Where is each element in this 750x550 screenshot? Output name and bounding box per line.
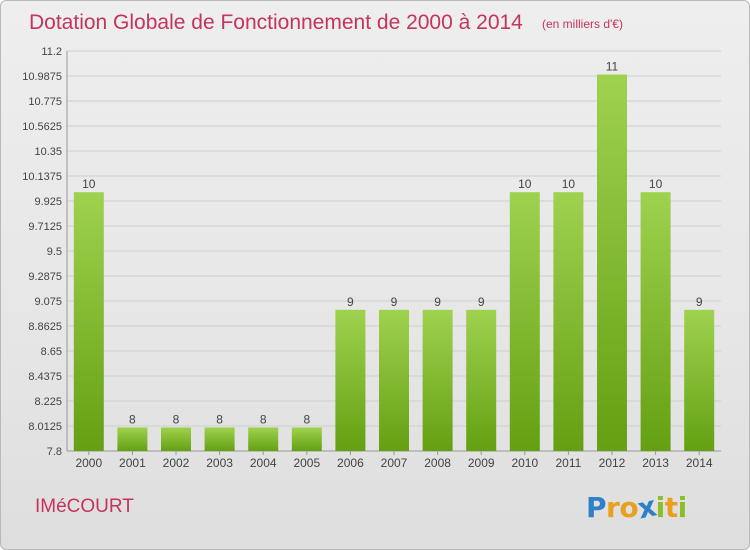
logo-letter: o [619,491,639,524]
bar [466,309,497,451]
unit-note: (en milliers d'€) [542,17,623,31]
x-tick-label: 2009 [468,456,495,470]
y-tick-label: 10.5625 [22,121,62,133]
bar-value-label: 10 [562,177,576,191]
bar-value-label: 9 [434,295,441,309]
bar [597,74,627,451]
x-tick-label: 2001 [119,456,146,470]
logo-letter: r [606,491,620,524]
x-tick-label: 2012 [599,456,626,470]
x-tick-label: 2006 [337,456,364,470]
y-tick-label: 9.075 [34,296,62,308]
y-tick-label: 8.8625 [28,321,62,333]
y-tick-label: 8.4375 [28,371,62,383]
x-tick-label: 2013 [642,456,669,470]
x-tick-label: 2014 [686,456,713,470]
bar-value-label: 8 [173,412,180,426]
y-tick-label: 10.775 [28,96,62,108]
y-tick-label: 7.8 [47,446,62,458]
x-tick-label: 2007 [381,456,408,470]
x-tick-label: 2000 [75,456,102,470]
chart-title: Dotation Globale de Fonctionnement de 20… [29,11,523,34]
bar [640,192,671,452]
y-tick-label: 8.225 [34,396,62,408]
bar [379,309,409,451]
bar-value-label: 9 [391,295,398,309]
logo-letter: i [677,491,688,524]
bar [117,427,148,451]
bar-value-label: 10 [518,177,532,191]
bar [509,192,540,452]
bar-value-label: 8 [216,412,223,426]
bar [248,427,279,451]
bar-value-label: 11 [606,60,619,74]
y-tick-label: 11.2 [41,46,62,58]
x-tick-label: 2002 [163,456,190,470]
bar-value-label: 8 [129,412,136,426]
y-tick-label: 9.7125 [28,221,62,233]
y-tick-label: 8.65 [41,346,62,358]
bar [335,309,366,451]
x-tick-label: 2003 [206,456,233,470]
bar [73,192,104,452]
bar [161,427,191,451]
y-tick-label: 10.35 [34,146,62,158]
bar [291,427,322,451]
proxiti-logo[interactable]: Proxiti [586,490,688,526]
bar-value-label: 8 [303,412,310,426]
bar-value-label: 9 [696,295,703,309]
bar-value-label: 9 [347,295,354,309]
x-tick-label: 2011 [555,456,581,470]
x-tick-label: 2005 [293,456,320,470]
bar-value-label: 9 [478,295,485,309]
y-tick-label: 9.2875 [28,271,62,283]
y-tick-label: 10.9875 [22,71,62,83]
bar-value-label: 10 [649,177,663,191]
x-tick-label: 2004 [250,456,277,470]
commune-name: IMéCOURT [35,496,134,517]
bar [422,309,453,451]
bar [204,427,235,451]
bar [553,192,584,452]
bar [684,309,715,451]
x-tick-label: 2010 [511,456,538,470]
y-tick-label: 9.925 [34,196,62,208]
y-tick-label: 9.5 [47,246,62,258]
logo-letter: i [655,491,666,524]
bar-value-label: 8 [260,412,267,426]
logo-letter: t [664,491,678,524]
bar-value-label: 10 [82,177,96,191]
y-tick-label: 8.0125 [28,421,62,433]
x-tick-label: 2008 [424,456,451,470]
logo-letter: P [586,491,607,524]
y-tick-label: 10.1375 [22,171,62,183]
